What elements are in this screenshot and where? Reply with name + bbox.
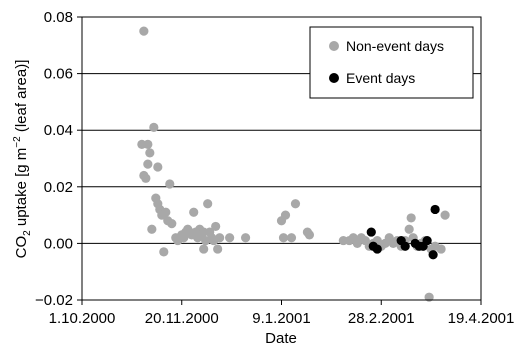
y-tick-label: 0.08 (44, 9, 73, 26)
non-event-point (141, 173, 151, 183)
y-tick-label: 0.04 (44, 122, 73, 139)
x-tick-label: 28.2.2001 (348, 310, 415, 327)
x-tick-label: 1.10.2000 (49, 310, 116, 327)
event-point (400, 241, 410, 251)
non-event-point (165, 179, 175, 189)
y-axis-title-subscript: 2 (22, 230, 33, 236)
y-axis-title-part-1: CO (13, 236, 30, 259)
non-event-point (404, 224, 414, 234)
y-tick-label: −0.02 (35, 292, 73, 309)
non-event-point (440, 210, 450, 220)
event-point (428, 250, 438, 260)
non-event-point (286, 233, 297, 243)
non-event-point (278, 233, 289, 243)
legend-box (309, 26, 474, 99)
y-axis-title-part-3: (leaf area)] (13, 60, 30, 137)
legend-marker-non-event (329, 41, 339, 51)
non-event-point (215, 233, 225, 243)
x-tick-label: 9.1.2001 (252, 310, 310, 327)
non-event-point (203, 199, 213, 209)
non-event-point (139, 26, 149, 36)
legend: Non-event days Event days (309, 26, 474, 99)
non-event-point (225, 233, 235, 243)
non-event-point (290, 199, 301, 209)
x-tick-label: 19.4.2001 (448, 310, 515, 327)
y-tick-label: 0.00 (44, 235, 73, 252)
y-axis-title-part-2: uptake [g m (13, 148, 30, 231)
non-event-point (199, 244, 209, 254)
non-event-point (153, 162, 163, 172)
y-axis-title-superscript: −2 (12, 136, 23, 148)
non-event-point (424, 292, 434, 302)
y-axis-title: CO2 uptake [g m−2 (leaf area)] (12, 60, 33, 259)
non-event-point (406, 213, 416, 223)
event-point (422, 235, 432, 246)
event-point (372, 244, 382, 254)
legend-label-event: Event days (346, 70, 415, 86)
non-event-point (280, 210, 291, 220)
non-event-point (211, 221, 221, 232)
data-points (137, 26, 450, 302)
non-event-point (240, 233, 251, 243)
y-tick-label: 0.02 (44, 179, 73, 196)
axis-ticks: −0.02 0.00 0.02 0.04 0.06 0.08 1.10.2000 20.11.… (35, 9, 514, 327)
non-event-point (145, 148, 155, 158)
non-event-point (189, 207, 199, 217)
non-event-point (149, 122, 159, 132)
non-event-point (167, 218, 177, 229)
event-point (366, 227, 376, 237)
non-event-point (147, 224, 157, 234)
non-event-point (143, 159, 153, 169)
legend-marker-event (329, 73, 339, 83)
non-event-point (304, 230, 315, 240)
non-event-point (161, 207, 171, 217)
non-event-point (143, 139, 153, 149)
event-point (430, 204, 440, 215)
non-event-point (436, 244, 446, 254)
y-tick-label: 0.06 (44, 66, 73, 83)
x-tick-label: 20.11.2000 (145, 310, 219, 327)
non-event-point (159, 247, 169, 257)
legend-label-non-event: Non-event days (346, 38, 444, 54)
x-axis-title: Date (265, 330, 297, 347)
non-event-point (213, 244, 223, 254)
